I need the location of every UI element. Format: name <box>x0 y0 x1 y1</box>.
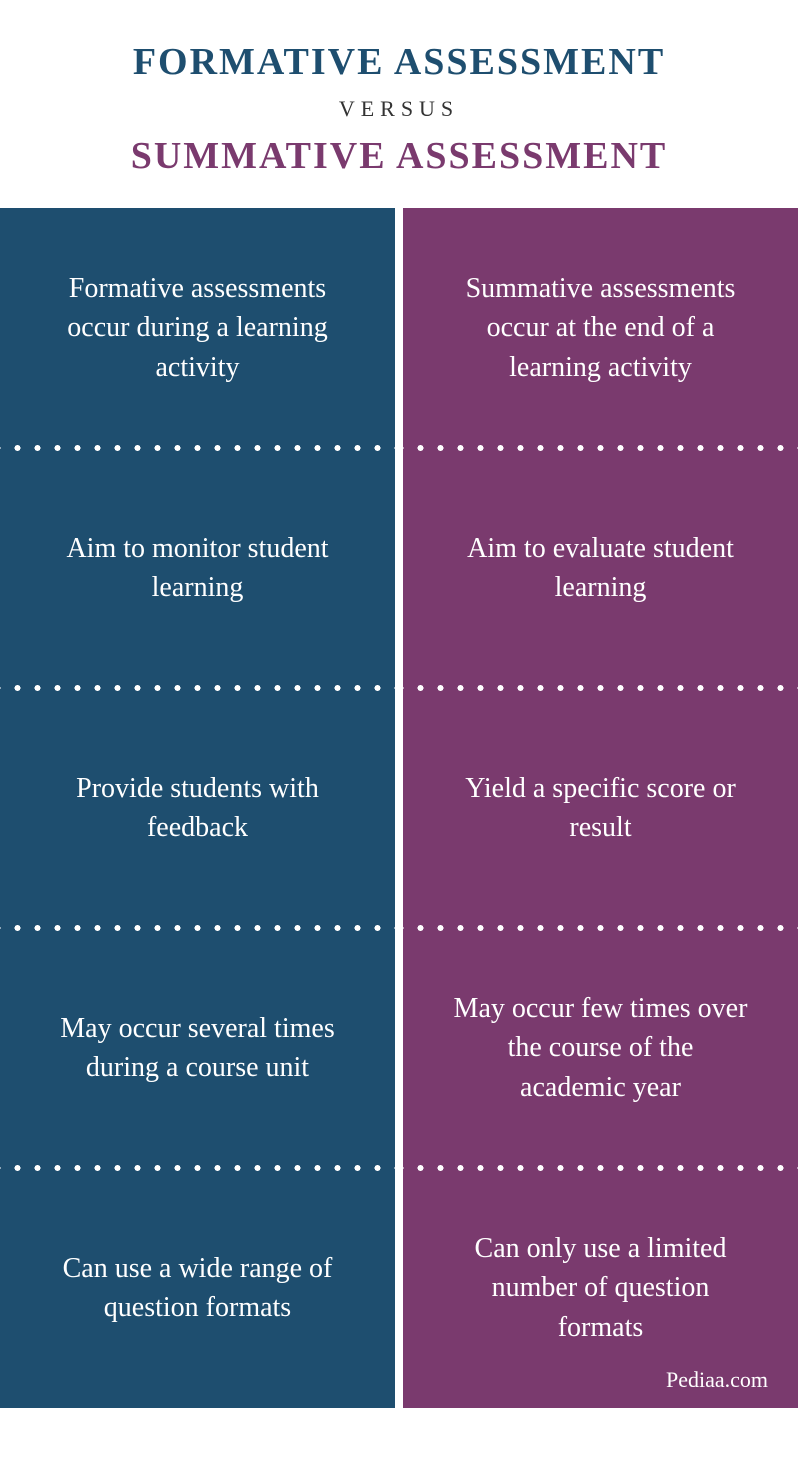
cell-text: Formative assessments occur during a lea… <box>50 269 345 387</box>
cell-text: Yield a specific score or result <box>453 769 748 847</box>
formative-cell: Can use a wide range of question formats <box>0 1168 395 1408</box>
summative-cell: Yield a specific score or result <box>403 688 798 928</box>
title-formative: FORMATIVE ASSESSMENT <box>20 40 778 84</box>
cell-text: Summative assessments occur at the end o… <box>453 269 748 387</box>
summative-cell: Aim to evaluate student learning <box>403 448 798 688</box>
formative-cell: Aim to monitor student learning <box>0 448 395 688</box>
formative-cell: Formative assessments occur during a lea… <box>0 208 395 448</box>
comparison-columns: Formative assessments occur during a lea… <box>0 208 798 1408</box>
header: FORMATIVE ASSESSMENT VERSUS SUMMATIVE AS… <box>0 0 798 208</box>
title-summative: SUMMATIVE ASSESSMENT <box>20 134 778 178</box>
cell-text: Can use a wide range of question formats <box>50 1249 345 1327</box>
cell-text: Provide students with feedback <box>50 769 345 847</box>
cell-text: Aim to monitor student learning <box>50 529 345 607</box>
formative-cell: May occur several times during a course … <box>0 928 395 1168</box>
attribution: Pediaa.com <box>666 1365 768 1396</box>
summative-cell: May occur few times over the course of t… <box>403 928 798 1168</box>
formative-column: Formative assessments occur during a lea… <box>0 208 395 1408</box>
formative-cell: Provide students with feedback <box>0 688 395 928</box>
summative-cell: Summative assessments occur at the end o… <box>403 208 798 448</box>
cell-text: May occur several times during a course … <box>50 1009 345 1087</box>
versus-label: VERSUS <box>20 96 778 122</box>
cell-text: May occur few times over the course of t… <box>453 989 748 1107</box>
cell-text: Can only use a limited number of questio… <box>453 1229 748 1347</box>
summative-cell: Can only use a limited number of questio… <box>403 1168 798 1408</box>
cell-text: Aim to evaluate student learning <box>453 529 748 607</box>
summative-column: Summative assessments occur at the end o… <box>403 208 798 1408</box>
